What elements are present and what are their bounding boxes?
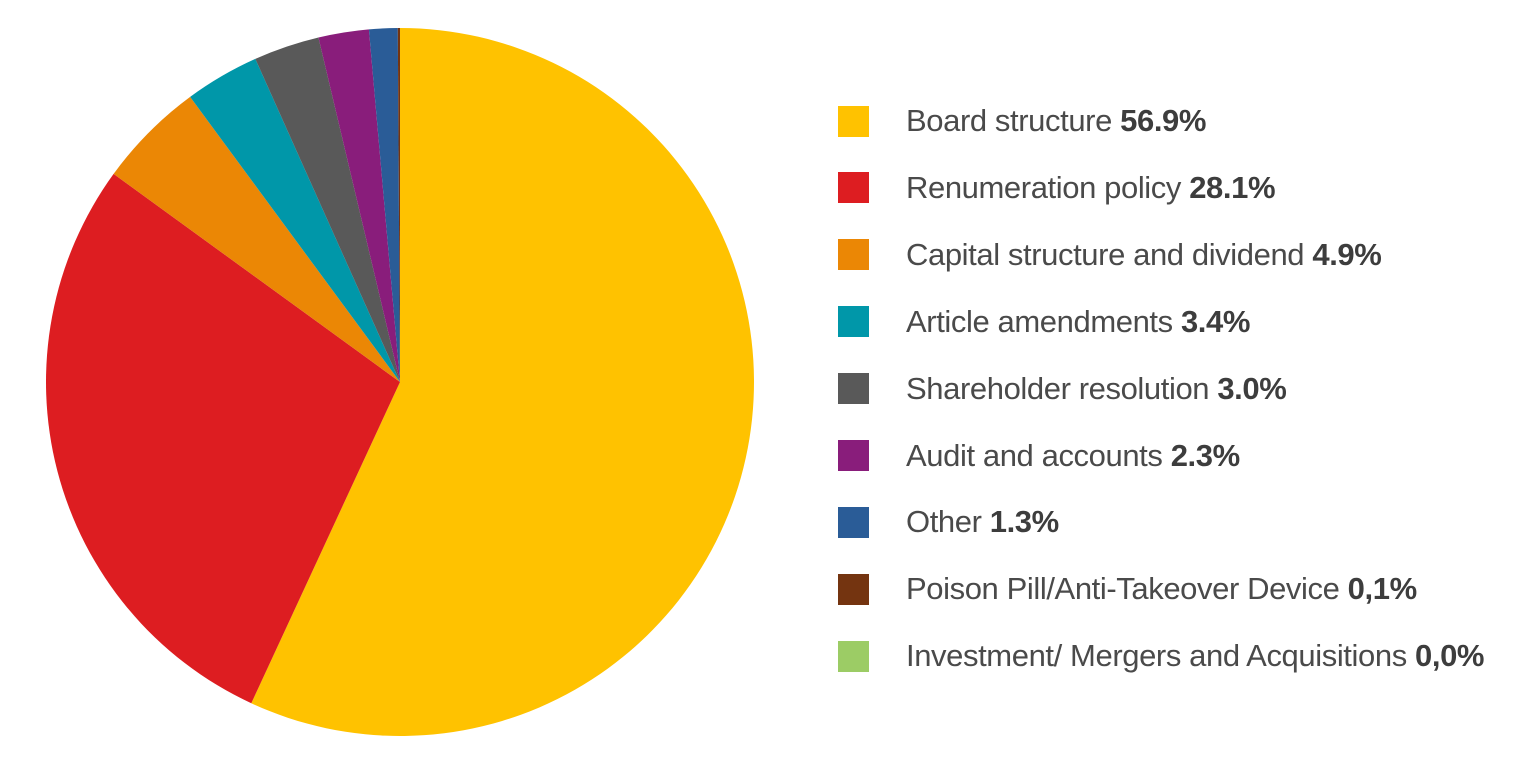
legend-label: Article amendments — [906, 303, 1173, 339]
legend-item-capital-structure-and-dividend: Capital structure and dividend 4.9% — [838, 236, 1382, 272]
legend-text: Other 1.3% — [906, 505, 1059, 539]
legend-value: 0,1% — [1347, 571, 1417, 607]
pie-slice-audit-and-accounts — [318, 29, 400, 383]
legend-swatch — [838, 640, 869, 672]
legend-value: 1.3% — [989, 504, 1059, 540]
pie-slice-article-amendments — [190, 58, 400, 382]
legend-item-board-structure: Board structure 56.9% — [838, 104, 1206, 138]
legend-text: Poison Pill/Anti-Takeover Device 0,1% — [906, 572, 1417, 606]
legend-value: 4.9% — [1312, 236, 1382, 272]
pie-slice-capital-structure-and-dividend — [113, 96, 401, 383]
pie-slice-poison-pill-anti-takeover-device — [397, 28, 400, 382]
legend-label: Renumeration policy — [906, 169, 1181, 205]
legend-label: Investment/ Mergers and Acquisitions — [906, 638, 1407, 674]
legend-swatch — [838, 172, 869, 204]
legend-text: Renumeration policy 28.1% — [906, 169, 1276, 205]
legend-text: Shareholder resolution 3.0% — [906, 370, 1287, 406]
legend-swatch — [838, 306, 869, 338]
legend-item-shareholder-resolution: Shareholder resolution 3.0% — [838, 370, 1287, 406]
legend-value: 3.4% — [1180, 303, 1251, 339]
pie-plot — [45, 28, 754, 736]
legend-swatch — [838, 573, 869, 605]
legend-value: 56.9% — [1120, 103, 1207, 138]
legend-text: Audit and accounts 2.3% — [906, 437, 1240, 473]
legend-label: Board structure — [906, 103, 1112, 138]
legend-item-article-amendments: Article amendments 3.4% — [838, 303, 1251, 339]
legend-swatch — [838, 105, 869, 137]
legend-item-poison-pill-anti-takeover-device: Poison Pill/Anti-Takeover Device 0,1% — [838, 572, 1417, 606]
legend-swatch — [838, 506, 869, 538]
legend-label: Shareholder resolution — [906, 370, 1210, 406]
legend-item-other: Other 1.3% — [838, 505, 1059, 539]
pie-slice-other — [368, 28, 400, 382]
pie-slice-shareholder-resolution — [255, 37, 400, 383]
pie-slice-renumeration-policy — [45, 173, 400, 704]
legend-item-renumeration-policy: Renumeration policy 28.1% — [838, 169, 1276, 205]
legend-text: Capital structure and dividend 4.9% — [906, 236, 1382, 272]
pie-slice-board-structure — [251, 28, 754, 736]
legend-value: 2.3% — [1170, 437, 1240, 473]
legend-text: Board structure 56.9% — [906, 104, 1206, 138]
legend-swatch — [838, 373, 869, 405]
legend-swatch — [838, 239, 869, 271]
legend-item-audit-and-accounts: Audit and accounts 2.3% — [838, 437, 1240, 473]
legend-text: Article amendments 3.4% — [906, 303, 1251, 339]
legend-value: 0,0% — [1415, 638, 1485, 674]
legend-label: Audit and accounts — [906, 437, 1163, 473]
legend-value: 3.0% — [1217, 370, 1287, 406]
legend-swatch — [838, 440, 869, 471]
legend-text: Investment/ Mergers and Acquisitions 0,0… — [906, 639, 1484, 673]
legend-item-investment-mergers-and-acquisitions: Investment/ Mergers and Acquisitions 0,0… — [838, 639, 1484, 673]
legend-label: Poison Pill/Anti-Takeover Device — [906, 571, 1340, 607]
legend-label: Other — [906, 504, 982, 540]
legend-label: Capital structure and dividend — [906, 236, 1305, 272]
legend-value: 28.1% — [1189, 169, 1276, 205]
